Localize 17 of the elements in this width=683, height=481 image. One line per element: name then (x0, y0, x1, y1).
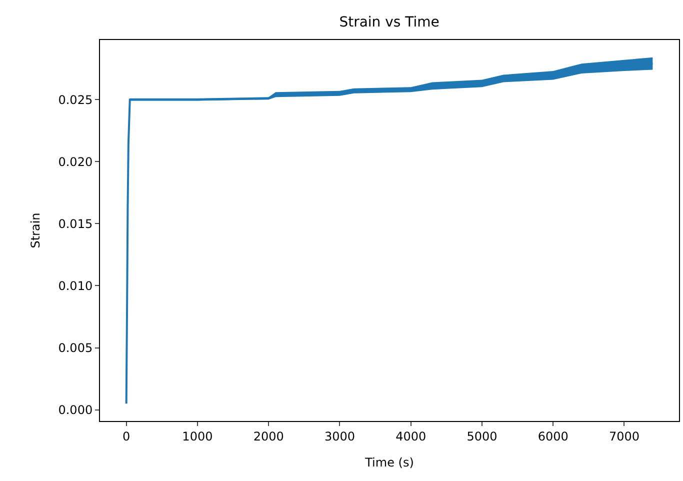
x-tick-label: 3000 (324, 429, 355, 444)
x-tick-label: 2000 (253, 429, 284, 444)
y-tick-label: 0.015 (58, 216, 93, 231)
x-tick-label: 1000 (182, 429, 213, 444)
x-axis-title: Time (s) (364, 455, 414, 470)
x-tick-label: 6000 (538, 429, 568, 444)
y-axis-title: Strain (28, 212, 43, 248)
x-tick-label: 4000 (396, 429, 426, 444)
y-tick-label: 0.025 (58, 92, 93, 107)
chart-title: Strain vs Time (339, 14, 440, 31)
x-tick-label: 5000 (466, 429, 498, 444)
y-tick-label: 0.010 (58, 278, 93, 293)
y-tick-label: 0.005 (58, 340, 93, 355)
x-tick-label: 0 (122, 429, 130, 444)
y-tick-label: 0.020 (58, 154, 93, 169)
x-tick-label: 7000 (608, 429, 640, 444)
y-tick-label: 0.000 (58, 403, 93, 418)
